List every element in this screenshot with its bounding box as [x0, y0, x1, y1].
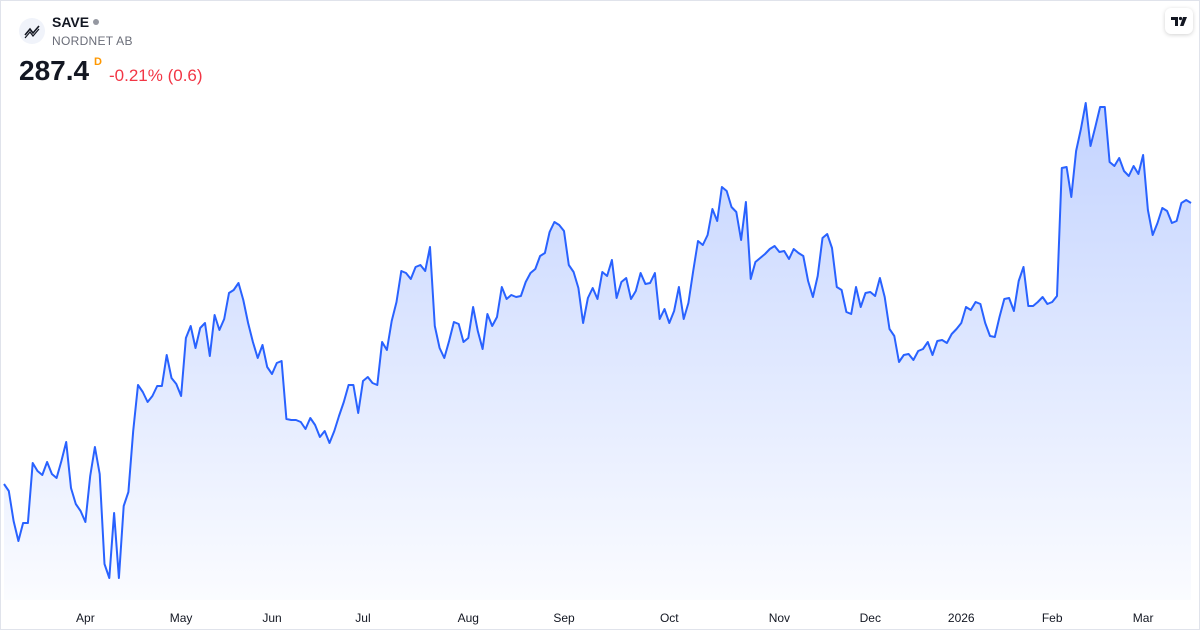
- x-tick-label: Jun: [262, 611, 281, 625]
- x-tick-label: Jul: [355, 611, 370, 625]
- x-tick-label: Dec: [860, 611, 881, 625]
- x-tick-label: Sep: [553, 611, 575, 625]
- price: 287.4: [19, 55, 90, 86]
- symbol: SAVE: [52, 14, 100, 30]
- status-dot: [93, 19, 100, 25]
- x-tick-label: Oct: [660, 611, 679, 625]
- x-tick-label: May: [170, 611, 193, 625]
- x-tick-label: Feb: [1042, 611, 1063, 625]
- tv-icon: [1171, 16, 1187, 26]
- interval: D: [94, 56, 102, 68]
- area-fill: [4, 103, 1191, 600]
- symbol-logo: [19, 18, 45, 44]
- logo-icon: [24, 25, 40, 39]
- tradingview-logo[interactable]: [1165, 8, 1193, 34]
- symbol-name: SAVE: [52, 14, 90, 30]
- change: -0.21% (0.6): [109, 66, 203, 85]
- x-tick-label: Apr: [76, 611, 95, 625]
- exchange: NORDNET AB: [52, 34, 133, 48]
- x-tick-label: 2026: [948, 611, 975, 625]
- price-line: [3, 102, 1192, 579]
- x-tick-label: Aug: [458, 611, 479, 625]
- x-tick-label: Nov: [769, 611, 790, 625]
- x-tick-label: Mar: [1133, 611, 1154, 625]
